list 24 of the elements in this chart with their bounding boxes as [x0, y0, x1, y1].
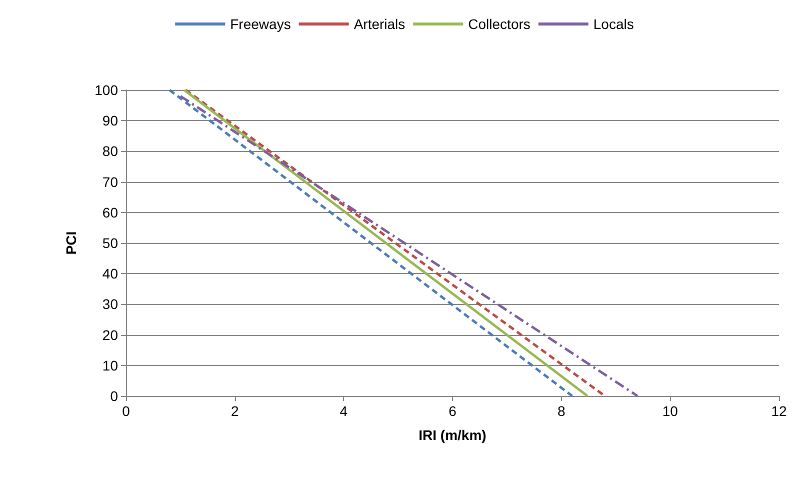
y-tick-label: 90 [102, 112, 118, 129]
y-tick-label: 0 [110, 388, 118, 404]
y-tick-label: 60 [102, 204, 118, 220]
y-tick-label: 70 [102, 174, 118, 190]
y-tick-label: 50 [102, 235, 118, 251]
y-tick-label: 20 [102, 326, 118, 343]
x-tick-label: 8 [557, 403, 566, 419]
legend-label: Arterials [354, 16, 406, 32]
x-tick-label: 2 [230, 403, 239, 419]
x-tick-label: 4 [340, 403, 348, 419]
x-tick-label: 12 [771, 403, 787, 419]
y-tick-label: 80 [102, 143, 118, 160]
x-axis-title: IRI (m/km) [418, 427, 486, 443]
y-axis-title: PCI [63, 231, 79, 255]
y-tick-label: 10 [102, 357, 118, 374]
x-tick-label: 10 [662, 403, 678, 419]
legend-label: Locals [593, 16, 634, 32]
legend-label: Freeways [230, 16, 291, 32]
y-tick-label: 100 [94, 82, 118, 98]
x-tick-label: 6 [448, 403, 457, 419]
legend-label: Collectors [468, 16, 530, 32]
y-tick-label: 30 [102, 296, 118, 312]
x-tick-label: 0 [122, 403, 130, 419]
y-tick-label: 40 [102, 266, 118, 282]
